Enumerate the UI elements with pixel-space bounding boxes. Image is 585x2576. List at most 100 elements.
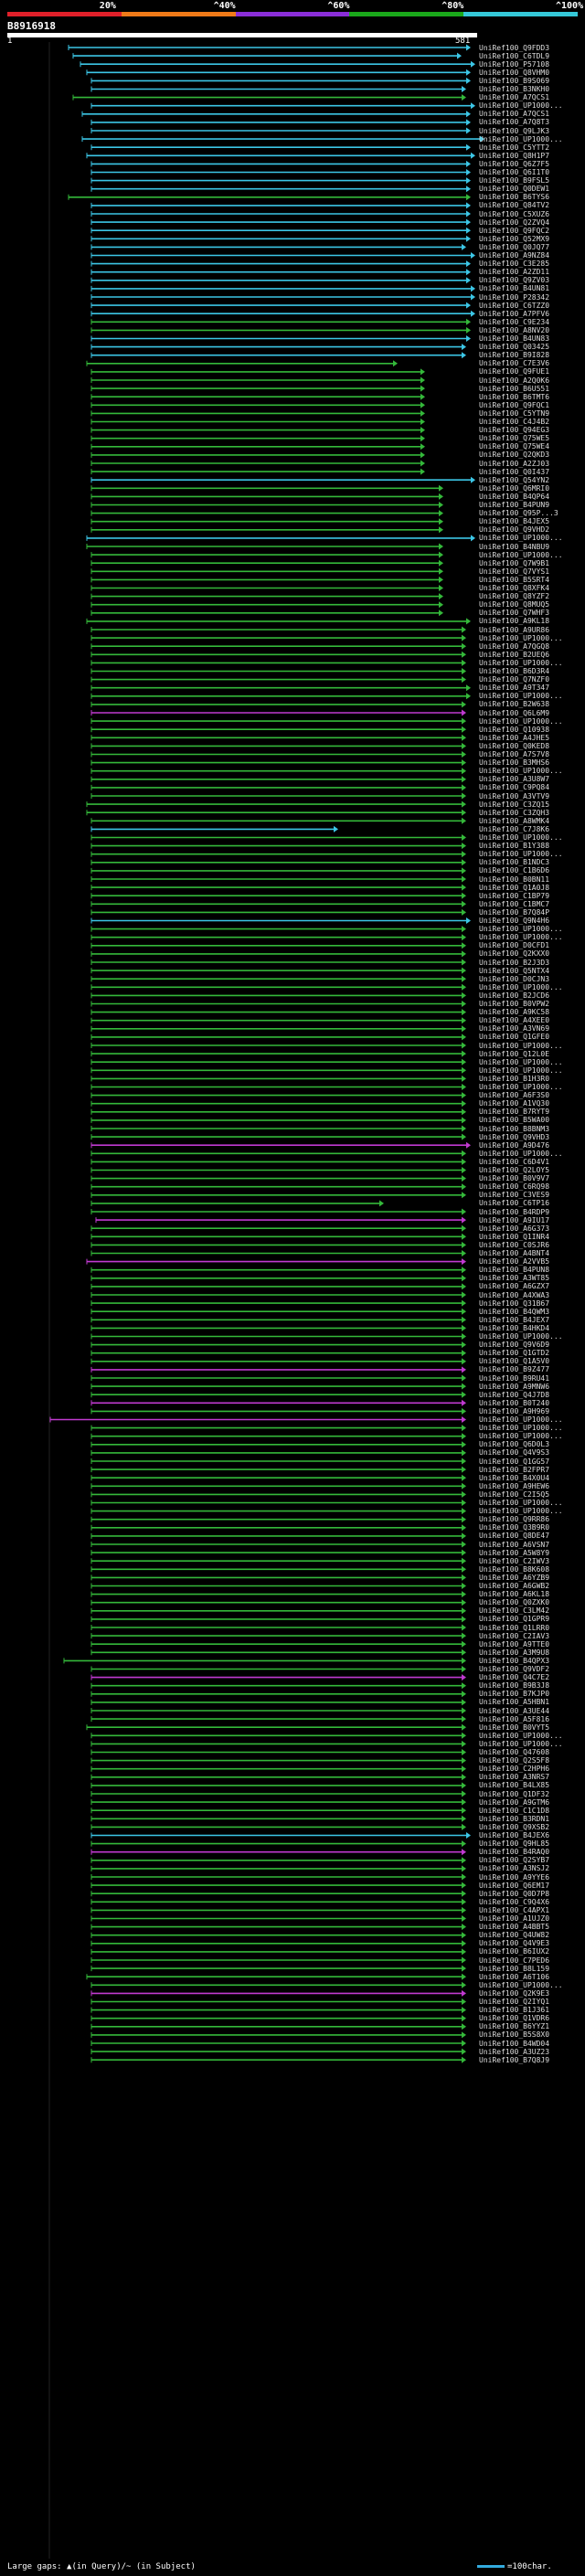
hit-label[interactable]: UniRef100_B3NKH0 xyxy=(479,85,550,93)
hit-label[interactable]: UniRef100_Q6L6M9 xyxy=(479,708,550,717)
hit-label[interactable]: UniRef100_A9KL18 xyxy=(479,617,550,626)
hit-label[interactable]: UniRef100_C9E234 xyxy=(479,317,550,326)
hit-label[interactable]: UniRef100_Q9RR86 xyxy=(479,1515,550,1524)
hit-label[interactable]: UniRef100_Q9XSB2 xyxy=(479,1822,550,1831)
hit-label[interactable]: UniRef100_B0VPW2 xyxy=(479,1000,550,1008)
hit-label[interactable]: UniRef100_A3VN69 xyxy=(479,1024,550,1034)
hit-label[interactable]: UniRef100_UP1000... xyxy=(479,833,563,842)
hit-label[interactable]: UniRef100_B1NDC3 xyxy=(479,858,550,867)
hit-label[interactable]: UniRef100_C1BP79 xyxy=(479,891,550,900)
hit-label[interactable]: UniRef100_A3UZ23 xyxy=(479,2047,550,2056)
hit-label[interactable]: UniRef100_Q9V6D9 xyxy=(479,1341,550,1350)
hit-label[interactable]: UniRef100_B4LX85 xyxy=(479,1781,550,1790)
hit-label[interactable]: UniRef100_A6G373 xyxy=(479,1224,550,1233)
hit-label[interactable]: UniRef100_A9GTM6 xyxy=(479,1797,550,1807)
hit-label[interactable]: UniRef100_UP1000... xyxy=(479,1149,563,1158)
hit-label[interactable]: UniRef100_A6GWB2 xyxy=(479,1582,550,1590)
hit-label[interactable]: UniRef100_UP1000... xyxy=(479,534,563,543)
hit-label[interactable]: UniRef100_C3VES9 xyxy=(479,1191,550,1200)
hit-label[interactable]: UniRef100_B4X0U4 xyxy=(479,1473,550,1482)
hit-label[interactable]: UniRef100_UP1000... xyxy=(479,982,563,991)
hit-label[interactable]: UniRef100_B9Z477 xyxy=(479,1365,550,1374)
hit-label[interactable]: UniRef100_C3ZQH3 xyxy=(479,808,550,817)
hit-label[interactable]: UniRef100_Q9VHD2 xyxy=(479,525,550,535)
hit-label[interactable]: UniRef100_C3LM42 xyxy=(479,1606,550,1616)
hit-label[interactable]: UniRef100_C6TDL9 xyxy=(479,51,550,60)
hit-label[interactable]: UniRef100_Q1LRR0 xyxy=(479,1623,550,1632)
hit-label[interactable]: UniRef100_A9IU17 xyxy=(479,1215,550,1224)
hit-label[interactable]: UniRef100_B9S069 xyxy=(479,76,550,85)
hit-label[interactable]: UniRef100_B9FSL5 xyxy=(479,176,550,186)
hit-label[interactable]: UniRef100_Q4J7D8 xyxy=(479,1390,550,1399)
hit-label[interactable]: UniRef100_A5F816 xyxy=(479,1714,550,1723)
hit-label[interactable]: UniRef100_UP1000... xyxy=(479,1041,563,1050)
hit-label[interactable]: UniRef100_Q1GG57 xyxy=(479,1457,550,1466)
hit-label[interactable]: UniRef100_B9RU41 xyxy=(479,1373,550,1383)
hit-label[interactable]: UniRef100_Q0JQ77 xyxy=(479,242,550,251)
hit-label[interactable]: UniRef100_Q31B67 xyxy=(479,1299,550,1308)
hit-label[interactable]: UniRef100_Q1A5V0 xyxy=(479,1357,550,1366)
hit-label[interactable]: UniRef100_A6YZB9 xyxy=(479,1573,550,1582)
hit-label[interactable]: UniRef100_A9TTE0 xyxy=(479,1639,550,1648)
hit-label[interactable]: UniRef100_UP1000... xyxy=(479,1499,563,1507)
hit-label[interactable]: UniRef100_A4BBT5 xyxy=(479,1923,550,1932)
hit-label[interactable]: UniRef100_C7J8K6 xyxy=(479,824,550,833)
hit-label[interactable]: UniRef100_Q9HL85 xyxy=(479,1839,550,1849)
hit-label[interactable]: UniRef100_Q95P...3 xyxy=(479,509,558,518)
hit-label[interactable]: UniRef100_B8L159 xyxy=(479,1964,550,1973)
hit-label[interactable]: UniRef100_UP1000... xyxy=(479,1415,563,1424)
hit-label[interactable]: UniRef100_B7Q8J9 xyxy=(479,2055,550,2064)
hit-label[interactable]: UniRef100_C6RQ98 xyxy=(479,1182,550,1192)
hit-label[interactable]: UniRef100_A9HEW6 xyxy=(479,1481,550,1490)
hit-label[interactable]: UniRef100_A2ZJ03 xyxy=(479,459,550,468)
hit-label[interactable]: UniRef100_Q1DF32 xyxy=(479,1789,550,1798)
hit-label[interactable]: UniRef100_Q1GFE0 xyxy=(479,1033,550,1042)
hit-label[interactable]: UniRef100_Q2LOY5 xyxy=(479,1166,550,1174)
hit-label[interactable]: UniRef100_UP1000... xyxy=(479,658,563,667)
hit-label[interactable]: UniRef100_A5HBN1 xyxy=(479,1698,550,1707)
hit-label[interactable]: UniRef100_A4XEE0 xyxy=(479,1016,550,1025)
hit-label[interactable]: UniRef100_Q4V9E3 xyxy=(479,1939,550,1948)
hit-label[interactable]: UniRef100_A6F3S0 xyxy=(479,1091,550,1100)
hit-label[interactable]: UniRef100_Q2K9E3 xyxy=(479,1988,550,1998)
hit-label[interactable]: UniRef100_UP1000... xyxy=(479,850,563,859)
hit-label[interactable]: UniRef100_B4PUN9 xyxy=(479,501,550,509)
hit-label[interactable]: UniRef100_Q9N4H6 xyxy=(479,917,550,925)
hit-label[interactable]: UniRef100_UP1000... xyxy=(479,1739,563,1748)
hit-label[interactable]: UniRef100_Q75WE4 xyxy=(479,442,550,451)
hit-label[interactable]: UniRef100_A3NRS7 xyxy=(479,1773,550,1782)
hit-label[interactable]: UniRef100_B4QP64 xyxy=(479,492,550,501)
hit-label[interactable]: UniRef100_UP1000... xyxy=(479,1507,563,1516)
hit-label[interactable]: UniRef100_B0T240 xyxy=(479,1398,550,1407)
hit-label[interactable]: UniRef100_Q2KXX0 xyxy=(479,949,550,959)
hit-label[interactable]: UniRef100_A9NZ84 xyxy=(479,251,550,260)
hit-label[interactable]: UniRef100_Q8XFK4 xyxy=(479,584,550,592)
hit-label[interactable]: UniRef100_A6VSN7 xyxy=(479,1540,550,1549)
hit-label[interactable]: UniRef100_Q7WHF3 xyxy=(479,609,550,618)
hit-label[interactable]: UniRef100_P28342 xyxy=(479,292,550,302)
hit-label[interactable]: UniRef100_C6TP16 xyxy=(479,1199,550,1208)
hit-label[interactable]: UniRef100_B2JCD6 xyxy=(479,991,550,1000)
hit-label[interactable]: UniRef100_A2VVB5 xyxy=(479,1257,550,1267)
hit-label[interactable]: UniRef100_D0CJN3 xyxy=(479,974,550,983)
hit-label[interactable]: UniRef100_A8NV20 xyxy=(479,325,550,334)
hit-label[interactable]: UniRef100_C3E285 xyxy=(479,260,550,269)
hit-label[interactable]: UniRef100_Q6D0L3 xyxy=(479,1440,550,1449)
hit-label[interactable]: UniRef100_B2J3D3 xyxy=(479,958,550,967)
hit-label[interactable]: UniRef100_B7KJP0 xyxy=(479,1690,550,1699)
hit-label[interactable]: UniRef100_Q54YN2 xyxy=(479,475,550,484)
hit-label[interactable]: UniRef100_Q9VHD3 xyxy=(479,1132,550,1141)
hit-label[interactable]: UniRef100_B0V9V7 xyxy=(479,1174,550,1183)
hit-label[interactable]: UniRef100_B4UN83 xyxy=(479,334,550,343)
hit-label[interactable]: UniRef100_A8WMK4 xyxy=(479,816,550,825)
hit-label[interactable]: UniRef100_A2Q0K6 xyxy=(479,376,550,385)
hit-label[interactable]: UniRef100_Q8DE47 xyxy=(479,1532,550,1541)
hit-label[interactable]: UniRef100_A1VQ30 xyxy=(479,1099,550,1108)
hit-label[interactable]: UniRef100_UP1000... xyxy=(479,1432,563,1441)
hit-label[interactable]: UniRef100_Q8MUQ5 xyxy=(479,600,550,610)
hit-label[interactable]: UniRef100_Q8H1P7 xyxy=(479,151,550,160)
hit-label[interactable]: UniRef100_Q2QKD3 xyxy=(479,451,550,460)
hit-label[interactable]: UniRef100_UP1000... xyxy=(479,134,563,143)
hit-label[interactable]: UniRef100_A1UJZ0 xyxy=(479,1914,550,1923)
hit-label[interactable]: UniRef100_B2W638 xyxy=(479,700,550,709)
